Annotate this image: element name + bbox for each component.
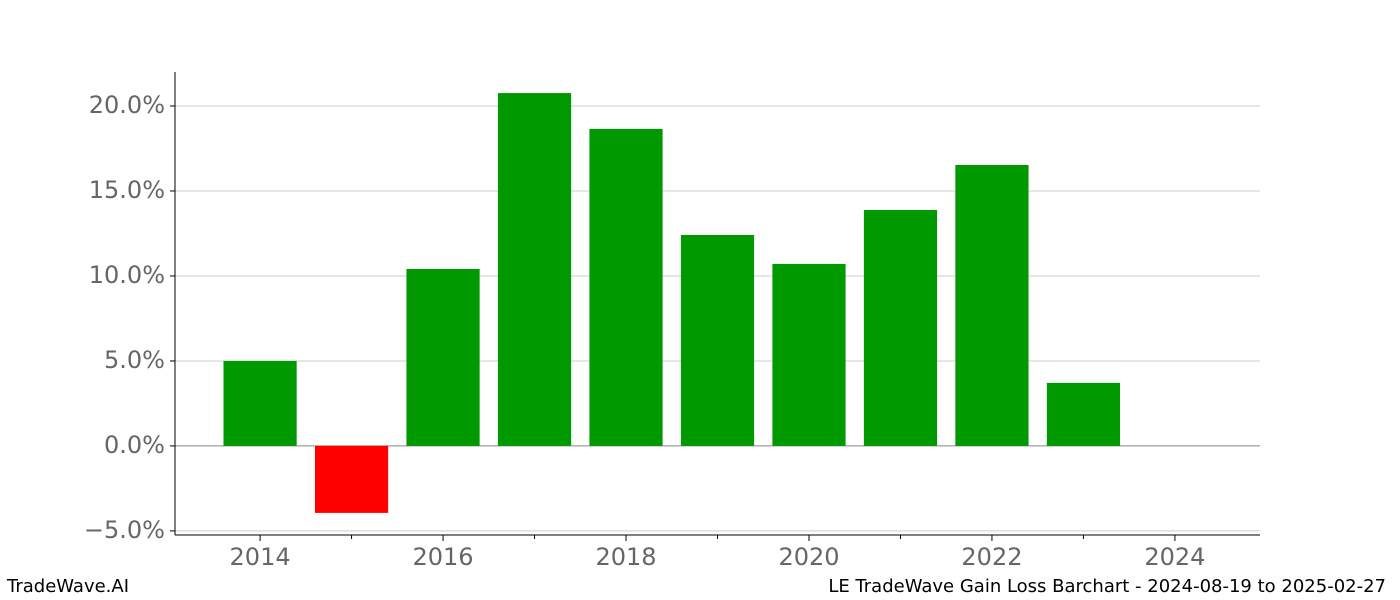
x-tick-label: 2024 xyxy=(1144,543,1205,571)
x-tick-label: 2020 xyxy=(778,543,839,571)
bar xyxy=(223,360,297,446)
bar xyxy=(314,445,389,513)
x-tick-label: 2014 xyxy=(230,543,291,571)
y-tick-label: 20.0% xyxy=(89,91,165,119)
y-tick-label: 0.0% xyxy=(104,431,165,459)
brand: TradeWave.AI xyxy=(6,576,129,597)
x-tick-label: 2016 xyxy=(413,543,474,571)
bar xyxy=(863,210,938,446)
bar xyxy=(955,164,1029,446)
bar xyxy=(1046,382,1121,446)
bar xyxy=(589,128,663,446)
y-tick-label: 15.0% xyxy=(89,176,165,204)
bar xyxy=(772,263,846,446)
y-tick-label: 5.0% xyxy=(104,346,165,374)
bar xyxy=(406,268,480,446)
x-tick-label: 2018 xyxy=(595,543,656,571)
y-tick-label: 10.0% xyxy=(89,261,165,289)
bar xyxy=(680,235,755,446)
chart-caption: LE TradeWave Gain Loss Barchart - 2024-0… xyxy=(828,576,1386,597)
bar xyxy=(497,93,572,446)
y-tick-label: −5.0% xyxy=(84,516,165,544)
x-tick-label: 2022 xyxy=(961,543,1022,571)
